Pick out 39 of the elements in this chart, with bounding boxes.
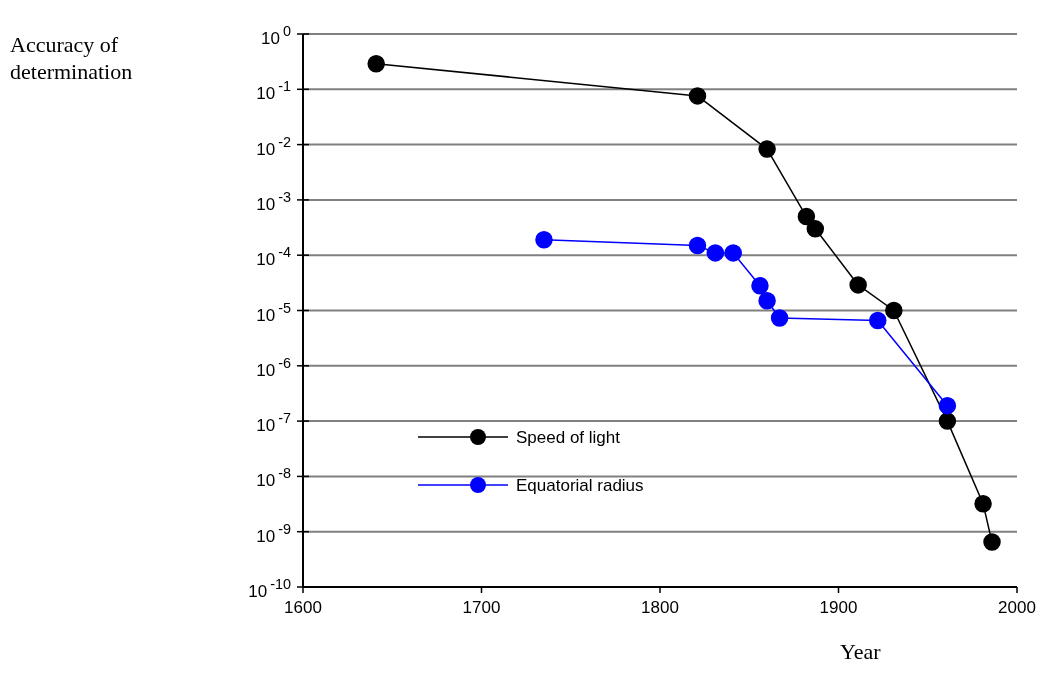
point (983, 533, 1001, 551)
y-tick-label: 10$^{-10}$ (248, 576, 291, 601)
y-tick-label: 10$^{-8}$ (256, 465, 291, 491)
y-tick-label: 10$^{-7}$ (256, 410, 291, 436)
x-tick-label: 2000 (998, 598, 1036, 617)
point (688, 87, 707, 105)
point (797, 207, 816, 226)
x-tick-label: 1600 (284, 598, 322, 617)
point (751, 277, 769, 295)
legend-label: Speed of light (516, 428, 621, 447)
x-tick-label: 1800 (641, 598, 679, 617)
y-tick-label: 10$^{-9}$ (256, 520, 291, 546)
point (706, 244, 725, 262)
y-tick-label: 10$^{-6}$ (256, 354, 291, 380)
y-tick-label: 10$^{-1}$ (256, 78, 291, 104)
legend-label: Equatorial radius (516, 476, 644, 495)
point (806, 220, 825, 238)
point (724, 244, 742, 262)
y-tick-label: 10$^{-5}$ (256, 299, 291, 325)
x-tick-label: 1900 (819, 598, 858, 617)
point (535, 231, 553, 249)
x-axis-title: Year (840, 639, 882, 664)
y-tick-label: 10$^{-2}$ (256, 133, 291, 159)
point (849, 276, 867, 294)
point (758, 292, 776, 310)
point (758, 140, 776, 158)
y-tick-label: 10$^{0}$ (261, 23, 291, 48)
point (869, 311, 887, 330)
point (770, 309, 789, 327)
y-tick-label: 10$^{-4}$ (256, 244, 291, 270)
y-tick-label: 10$^{-3}$ (256, 188, 291, 214)
point (885, 301, 903, 320)
point (938, 396, 957, 415)
point (688, 236, 707, 255)
x-tick-label: 1700 (462, 598, 501, 617)
point (938, 412, 957, 430)
text: Accuracy of determination (10, 32, 133, 84)
point (974, 495, 992, 513)
point (367, 54, 385, 73)
